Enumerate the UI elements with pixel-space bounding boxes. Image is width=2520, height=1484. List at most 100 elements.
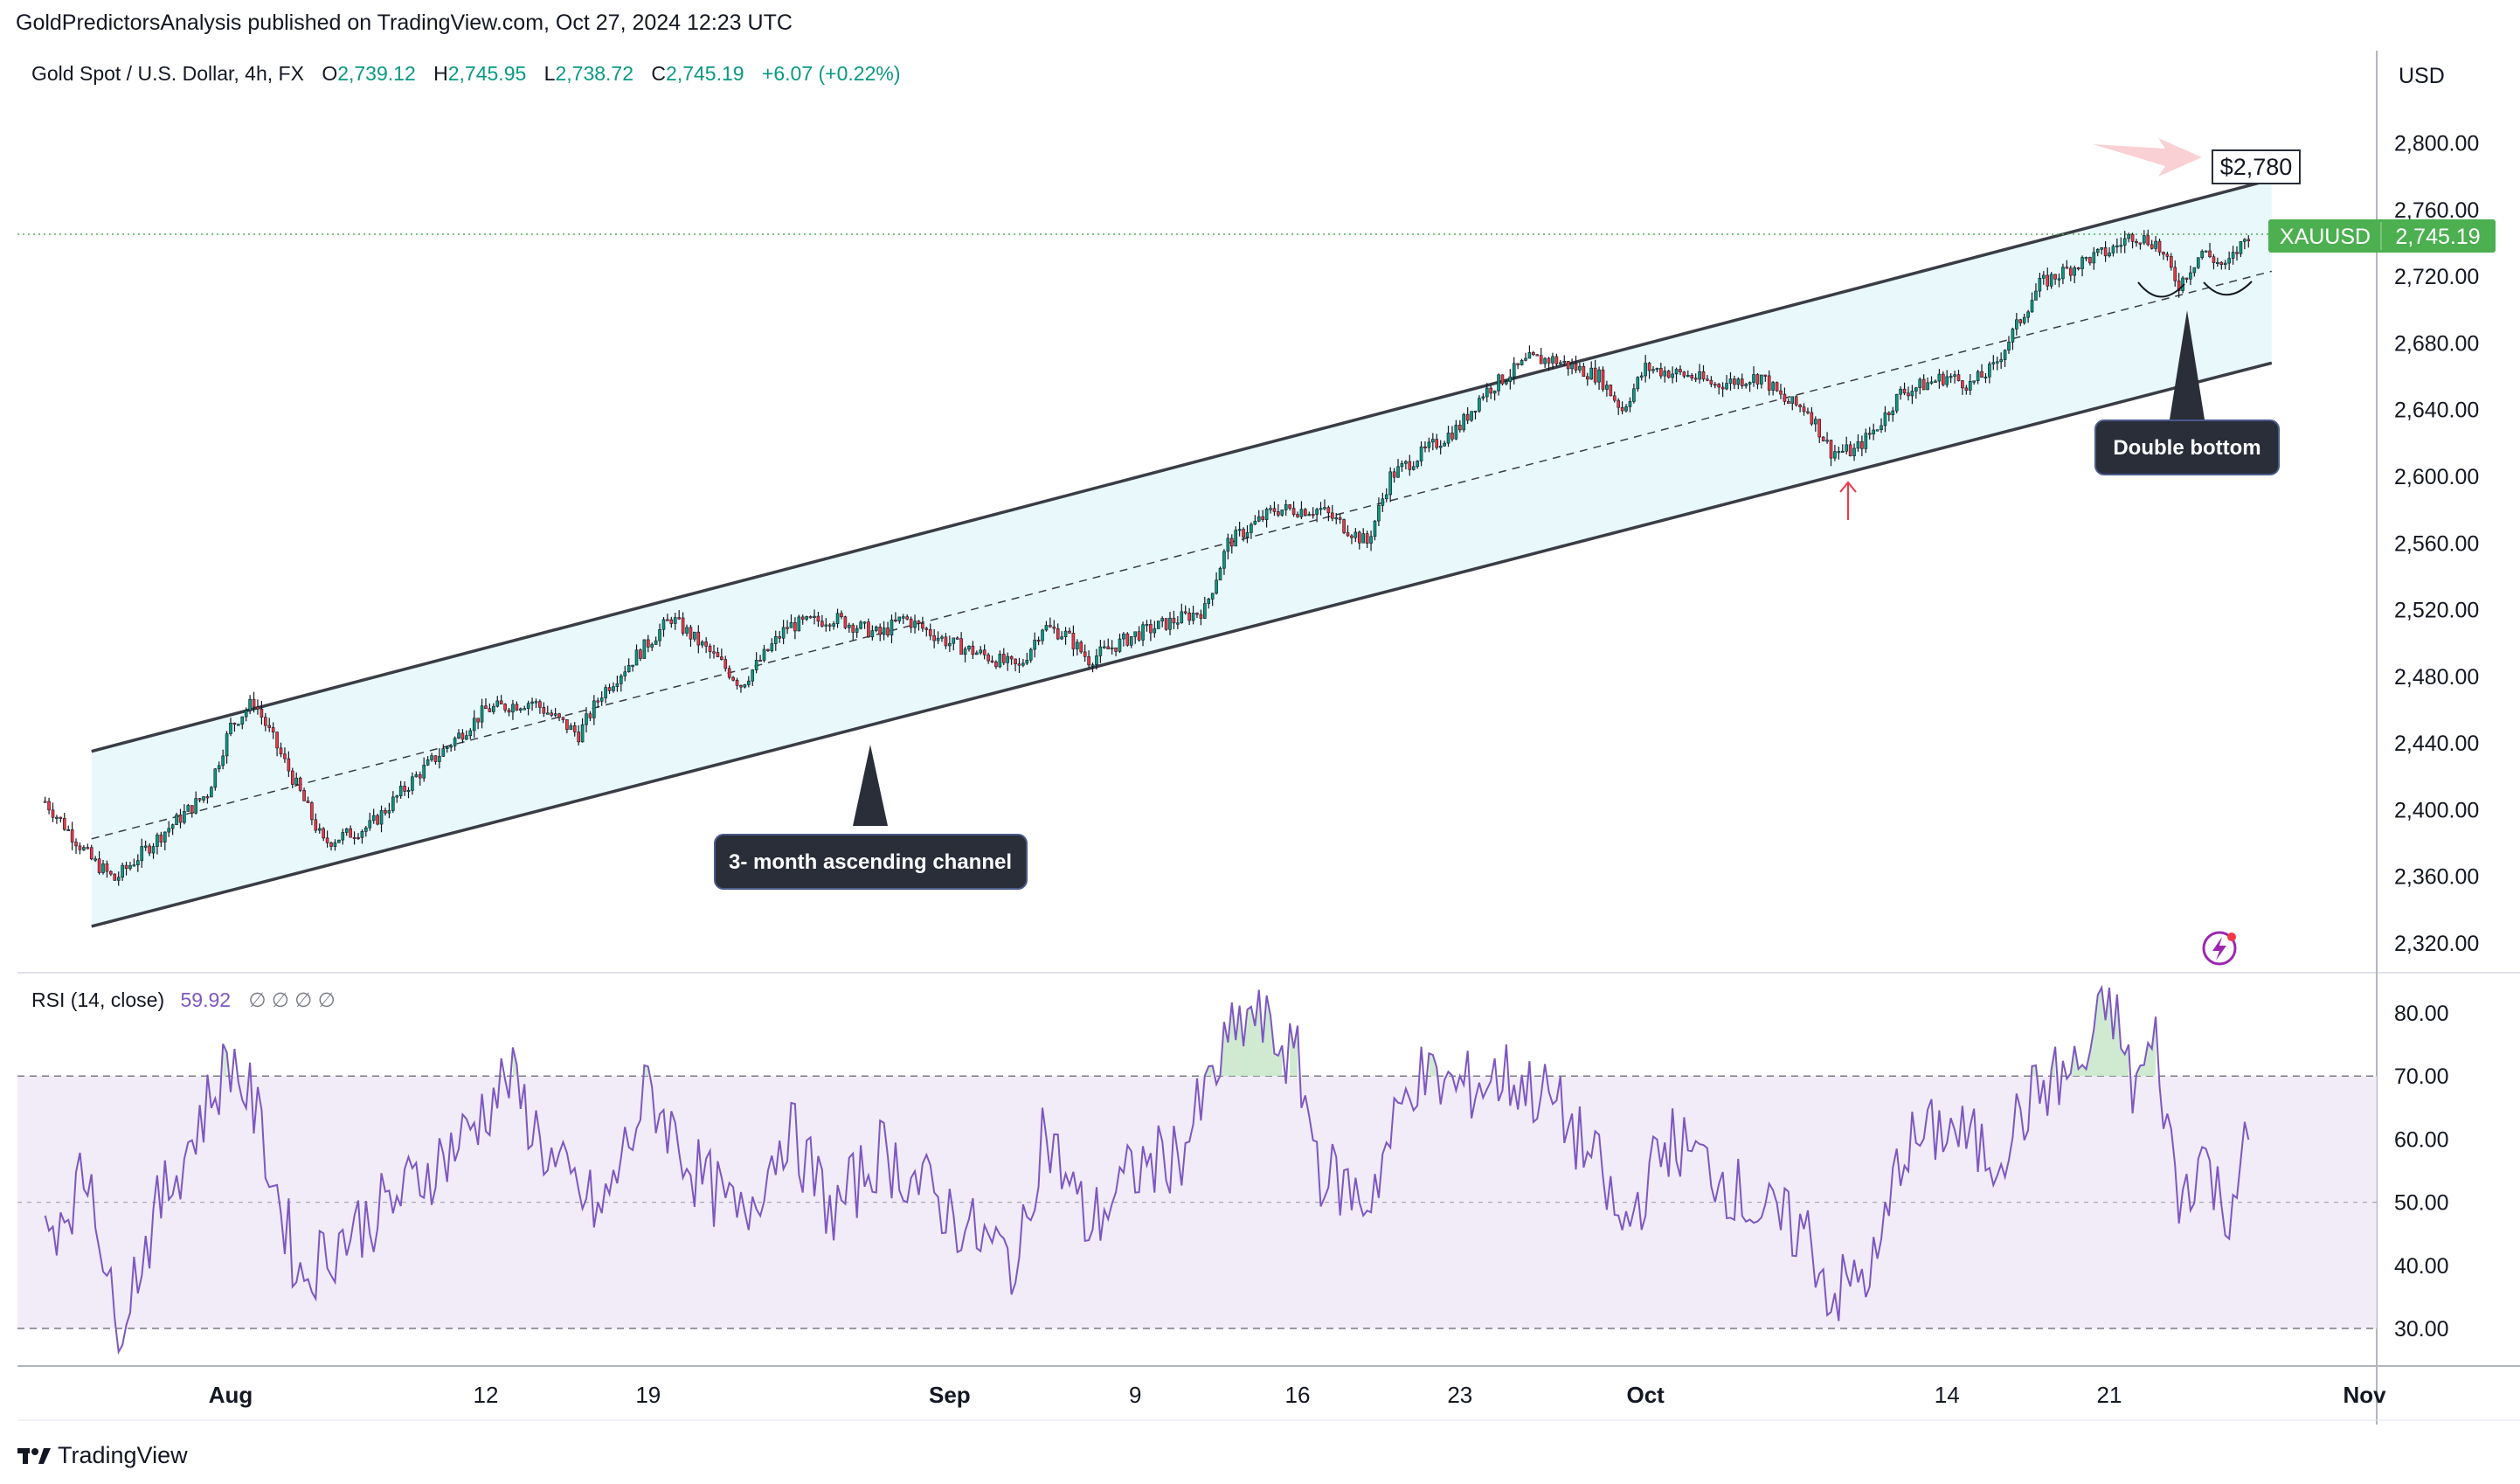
candle-body (878, 627, 883, 635)
candle-body (488, 708, 492, 712)
candle-body (2208, 250, 2212, 258)
candle-body (283, 753, 287, 759)
candle-body (786, 627, 789, 629)
candle-body (515, 704, 519, 711)
candle-body (1562, 361, 1567, 364)
candle-body (1902, 388, 1907, 394)
candle-body (2018, 319, 2023, 323)
candle-body (1400, 462, 1404, 468)
rsi-tick-label: 60.00 (2394, 1127, 2449, 1152)
candle-body (2143, 235, 2146, 244)
candle-body (1798, 405, 1802, 407)
candle-body (484, 705, 488, 710)
candle-body (1280, 510, 1284, 516)
candle-body (1740, 378, 1744, 386)
double-bottom-pointer (2170, 310, 2205, 420)
candle-body (585, 713, 588, 725)
candle-body (2011, 329, 2015, 343)
lightning-icon[interactable] (2202, 931, 2237, 966)
candle-body (2053, 274, 2057, 280)
candle-body (2042, 274, 2046, 279)
symbol-info: Gold Spot / U.S. Dollar, 4h, FX O2,739.1… (31, 62, 901, 85)
candle-body (1961, 380, 1964, 389)
candle-body (1570, 363, 1574, 370)
candle-body (2173, 267, 2177, 281)
currency-label[interactable]: USD (2399, 64, 2445, 88)
candle-body (148, 845, 151, 854)
candle-body (731, 676, 735, 681)
price-axis[interactable]: 2,800.00 2,760.00 2,720.00 2,680.00 2,640.00… (2394, 132, 2479, 957)
rsi-band-fill (17, 1076, 2377, 1328)
rsi-overbought-area (2136, 1016, 2157, 1077)
candle-body (1837, 451, 1841, 454)
candle-body (1891, 410, 1895, 416)
candle-body (747, 680, 751, 685)
candle-body (1311, 514, 1315, 517)
candle-body (406, 789, 411, 793)
candle-body (1733, 378, 1736, 385)
candle-body (317, 828, 322, 831)
candle-body (89, 847, 93, 860)
candle-body (210, 787, 213, 798)
candle-body (553, 713, 557, 716)
double-bottom-box[interactable] (2094, 420, 2280, 475)
candle-body (1195, 613, 1199, 615)
candle-body (344, 828, 349, 833)
candle-body (2138, 242, 2143, 245)
rsi-overbought-area (1429, 1053, 1437, 1077)
candle-body (1860, 440, 1864, 449)
candle-body (924, 628, 929, 630)
candle-body (781, 627, 786, 639)
candle-body (1419, 446, 1423, 461)
candle-body (959, 638, 963, 655)
candle-body (159, 834, 163, 843)
time-axis[interactable]: Aug 12 19 Sep 9 16 23 Oct 14 21 Nov (209, 1382, 2386, 1408)
candle-body (1319, 508, 1323, 510)
candle-body (495, 700, 500, 707)
channel-lower-line[interactable] (91, 361, 2273, 928)
candle-body (511, 704, 515, 713)
target-box[interactable] (2212, 149, 2301, 184)
price-tag[interactable] (2268, 219, 2496, 253)
rsi-axis[interactable]: 80.00 70.00 60.00 50.00 40.00 30.00 (2394, 1002, 2449, 1342)
candle-body (1617, 399, 1620, 408)
candlestick-series[interactable] (43, 229, 2251, 886)
candle-body (1416, 461, 1419, 468)
candle-body (848, 624, 851, 628)
candle-body (538, 701, 542, 708)
candle-body (901, 616, 905, 619)
candle-body (1547, 357, 1551, 364)
candle-body (634, 649, 639, 666)
price-tick-label: 2,320.00 (2394, 932, 2479, 956)
channel-upper-line[interactable] (91, 177, 2273, 753)
channel-midline[interactable] (91, 270, 2273, 840)
candle-body (460, 732, 465, 740)
candle-body (1612, 395, 1617, 401)
candle-body (97, 858, 101, 873)
rsi-tick-label: 50.00 (2394, 1191, 2449, 1216)
candle-body (620, 676, 623, 684)
candle-body (905, 616, 909, 620)
candle-body (1473, 410, 1478, 413)
price-tick-label: 2,560.00 (2394, 531, 2479, 556)
candle-body (1744, 384, 1748, 386)
candle-body (1129, 636, 1133, 646)
channel-callout-box[interactable] (714, 834, 1028, 890)
rsi-overbought-area (644, 1064, 648, 1077)
candle-body (1852, 447, 1856, 456)
candle-body (1207, 599, 1211, 604)
tradingview-logo[interactable]: TradingView (17, 1442, 188, 1469)
candle-body (202, 796, 205, 801)
rsi-line[interactable] (44, 984, 2250, 1356)
price-tick-label: 2,600.00 (2394, 465, 2479, 489)
candle-body (1628, 401, 1632, 407)
candle-body (124, 864, 128, 870)
candle-body (1071, 633, 1076, 649)
close-label: C (651, 62, 666, 85)
candle-body (1183, 611, 1187, 614)
candle-body (1304, 509, 1307, 517)
candle-body (840, 613, 843, 618)
candle-body (1272, 508, 1277, 512)
candle-body (1253, 520, 1257, 525)
